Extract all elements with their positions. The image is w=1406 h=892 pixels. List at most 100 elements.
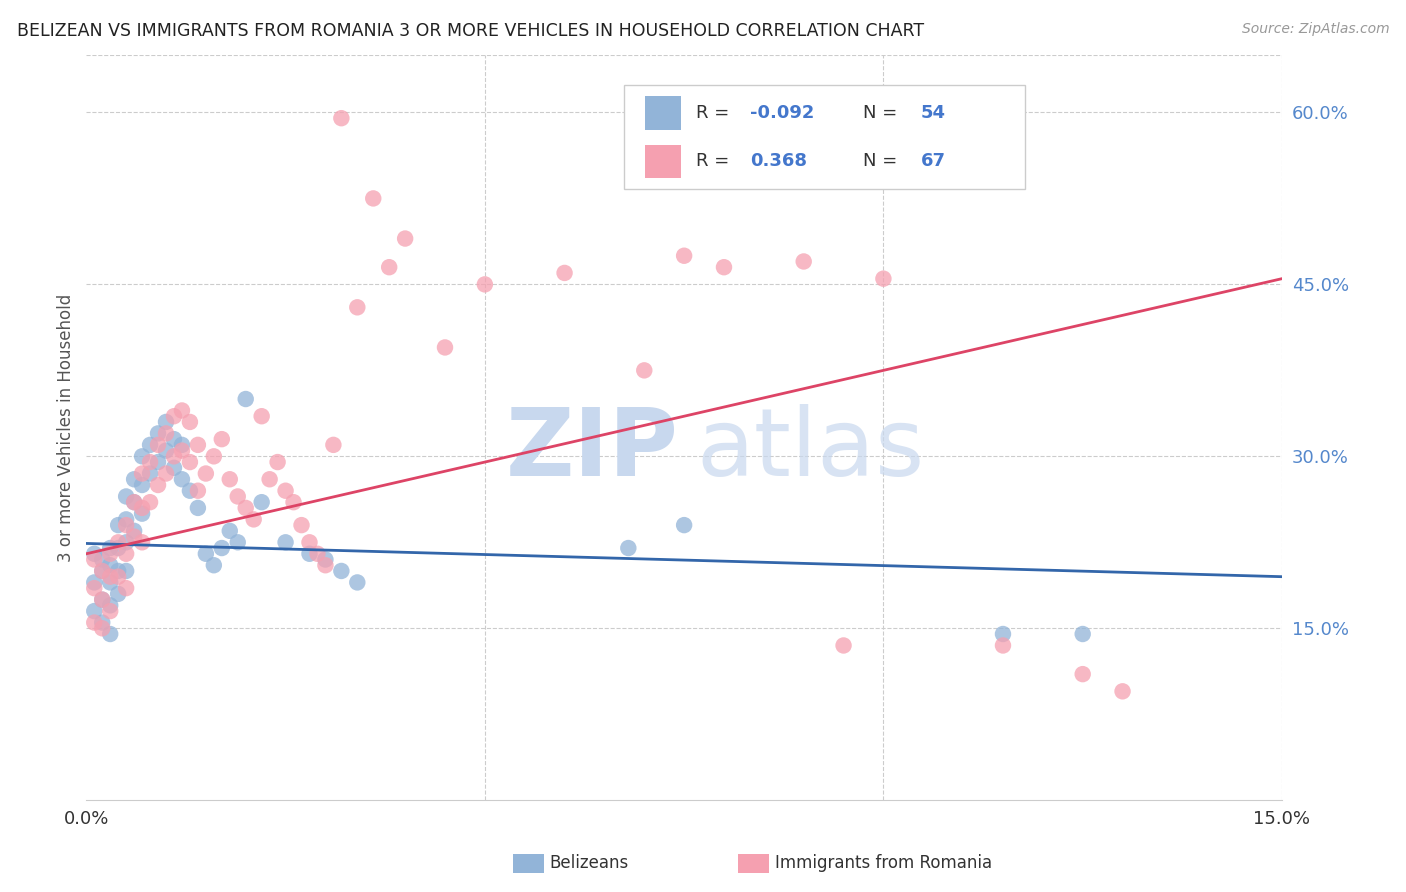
Text: 54: 54 — [921, 103, 946, 122]
Point — [115, 564, 138, 578]
Point — [115, 512, 138, 526]
Point — [83, 581, 105, 595]
Point — [673, 518, 696, 533]
Point — [83, 547, 105, 561]
Point — [872, 271, 894, 285]
Point — [83, 575, 105, 590]
Point — [330, 564, 353, 578]
Point — [131, 478, 153, 492]
Point — [107, 570, 129, 584]
Text: 0.368: 0.368 — [749, 153, 807, 170]
Point — [91, 615, 114, 630]
Point — [131, 467, 153, 481]
Point — [115, 535, 138, 549]
Point — [274, 535, 297, 549]
Text: Immigrants from Romania: Immigrants from Romania — [775, 855, 991, 872]
Point — [107, 518, 129, 533]
Point — [98, 604, 121, 618]
Text: ZIP: ZIP — [505, 404, 678, 496]
Point — [554, 266, 576, 280]
Point — [1071, 627, 1094, 641]
Point — [713, 260, 735, 275]
Point — [170, 472, 193, 486]
Point — [211, 432, 233, 446]
Point — [187, 483, 209, 498]
Point — [250, 495, 273, 509]
Point — [274, 483, 297, 498]
FancyBboxPatch shape — [645, 145, 681, 178]
Point — [298, 547, 321, 561]
Point — [98, 541, 121, 555]
Point — [163, 432, 186, 446]
Text: atlas: atlas — [696, 404, 924, 496]
Text: Belizeans: Belizeans — [550, 855, 628, 872]
Point — [163, 409, 186, 424]
Point — [235, 500, 257, 515]
Text: R =: R = — [696, 153, 741, 170]
Point — [98, 599, 121, 613]
Point — [122, 495, 145, 509]
Point — [218, 472, 240, 486]
Point — [170, 403, 193, 417]
Point — [194, 547, 217, 561]
Point — [179, 415, 201, 429]
Point — [194, 467, 217, 481]
Point — [107, 564, 129, 578]
Point — [155, 467, 177, 481]
Point — [179, 455, 201, 469]
Point — [283, 495, 305, 509]
Point — [146, 438, 169, 452]
Point — [633, 363, 655, 377]
Point — [832, 639, 855, 653]
Point — [155, 443, 177, 458]
Point — [98, 547, 121, 561]
Point — [91, 621, 114, 635]
Point — [202, 558, 225, 573]
Point — [187, 500, 209, 515]
Point — [139, 467, 162, 481]
Point — [235, 392, 257, 406]
Point — [250, 409, 273, 424]
Point — [155, 426, 177, 441]
Point — [266, 455, 288, 469]
Point — [115, 547, 138, 561]
Text: 67: 67 — [921, 153, 946, 170]
Point — [115, 490, 138, 504]
Point — [107, 535, 129, 549]
Point — [378, 260, 401, 275]
Point — [139, 438, 162, 452]
Point — [98, 570, 121, 584]
Point — [346, 301, 368, 315]
Point — [1071, 667, 1094, 681]
Point — [1111, 684, 1133, 698]
Point — [122, 524, 145, 538]
Point — [211, 541, 233, 555]
Point — [98, 627, 121, 641]
FancyBboxPatch shape — [645, 96, 681, 129]
Text: N =: N = — [863, 103, 904, 122]
Point — [139, 455, 162, 469]
Point — [155, 415, 177, 429]
Text: R =: R = — [696, 103, 735, 122]
Point — [115, 581, 138, 595]
Point — [91, 564, 114, 578]
Point — [83, 552, 105, 566]
Point — [91, 552, 114, 566]
Point — [107, 587, 129, 601]
Text: BELIZEAN VS IMMIGRANTS FROM ROMANIA 3 OR MORE VEHICLES IN HOUSEHOLD CORRELATION : BELIZEAN VS IMMIGRANTS FROM ROMANIA 3 OR… — [17, 22, 924, 40]
Point — [146, 426, 169, 441]
Point — [474, 277, 496, 292]
Point — [83, 615, 105, 630]
Point — [91, 592, 114, 607]
Point — [991, 627, 1014, 641]
Point — [187, 438, 209, 452]
FancyBboxPatch shape — [624, 85, 1025, 189]
Point — [361, 191, 384, 205]
Point — [170, 443, 193, 458]
Point — [122, 495, 145, 509]
Point — [242, 512, 264, 526]
Point — [91, 592, 114, 607]
Point — [226, 535, 249, 549]
Point — [122, 530, 145, 544]
Point — [793, 254, 815, 268]
